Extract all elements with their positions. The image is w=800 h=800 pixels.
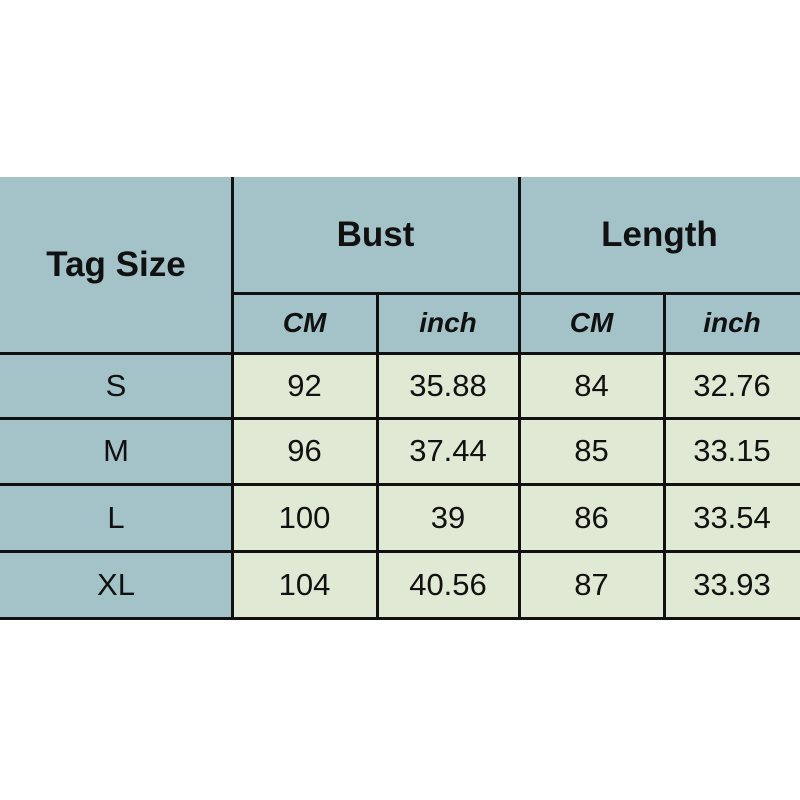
- table-border: [0, 352, 800, 355]
- cell-size: M: [0, 418, 232, 484]
- table-border: [376, 292, 379, 618]
- cell-bust-inch: 35.88: [377, 353, 519, 418]
- cell-length-inch: 33.93: [664, 551, 800, 618]
- table-border: [0, 417, 800, 420]
- cell-bust-cm: 92: [232, 353, 377, 418]
- bust-cm-header: CM: [232, 292, 377, 353]
- cell-length-inch: 33.54: [664, 484, 800, 551]
- cell-bust-inch: 37.44: [377, 418, 519, 484]
- length-inch-header: inch: [664, 292, 800, 353]
- table-border: [0, 550, 800, 553]
- tag-size-header: Tag Size: [0, 177, 232, 353]
- cell-length-cm: 87: [519, 551, 664, 618]
- length-cm-header: CM: [519, 292, 664, 353]
- table-border: [231, 177, 234, 618]
- cell-length-cm: 86: [519, 484, 664, 551]
- bust-inch-header: inch: [377, 292, 519, 353]
- cell-size: S: [0, 353, 232, 418]
- cell-length-cm: 84: [519, 353, 664, 418]
- table-border: [518, 177, 521, 618]
- table-border: [0, 483, 800, 486]
- cell-bust-inch: 40.56: [377, 551, 519, 618]
- cell-size: L: [0, 484, 232, 551]
- cell-bust-cm: 96: [232, 418, 377, 484]
- length-header: Length: [519, 177, 800, 292]
- table-border: [663, 292, 666, 618]
- cell-bust-inch: 39: [377, 484, 519, 551]
- table-border: [232, 292, 800, 295]
- cell-length-inch: 32.76: [664, 353, 800, 418]
- cell-length-cm: 85: [519, 418, 664, 484]
- cell-length-inch: 33.15: [664, 418, 800, 484]
- table-border: [0, 617, 800, 620]
- cell-bust-cm: 100: [232, 484, 377, 551]
- cell-bust-cm: 104: [232, 551, 377, 618]
- bust-header: Bust: [232, 177, 519, 292]
- cell-size: XL: [0, 551, 232, 618]
